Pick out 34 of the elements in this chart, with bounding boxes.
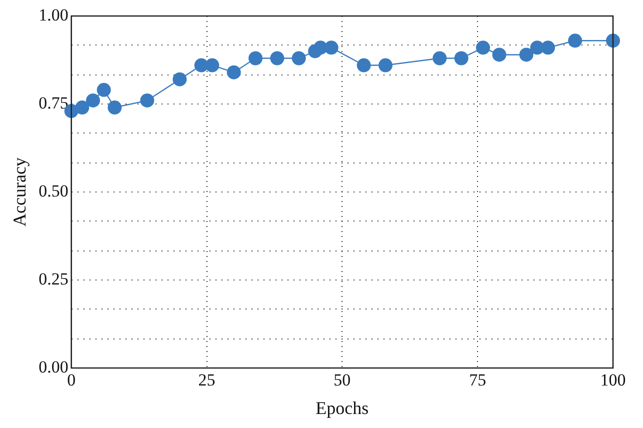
point [140, 93, 154, 108]
point [492, 48, 506, 62]
point [568, 34, 582, 48]
point [75, 100, 90, 115]
point [606, 34, 620, 48]
point [108, 100, 122, 115]
point [356, 58, 371, 72]
x-tick-label: 0 [67, 370, 76, 390]
point [86, 93, 100, 108]
x-axis-title: Epochs [316, 398, 369, 418]
point [541, 40, 555, 55]
point [519, 48, 534, 62]
point [172, 72, 187, 86]
x-tick-label: 100 [600, 370, 626, 390]
point [248, 51, 263, 66]
point [432, 51, 447, 66]
point [378, 58, 393, 72]
point [205, 58, 220, 72]
point [292, 51, 306, 66]
x-tick-label: 25 [198, 370, 216, 390]
point [96, 82, 111, 97]
x-tick-label: 75 [469, 370, 486, 390]
x-tick-label: 50 [334, 370, 351, 390]
y-tick-label: 1.00 [38, 5, 68, 24]
y-axis-title: Accuracy [10, 158, 30, 226]
point [324, 40, 338, 55]
point [226, 65, 241, 80]
point [270, 51, 284, 66]
y-tick-label: 0.00 [38, 357, 68, 376]
point [476, 40, 490, 55]
y-tick-label: 0.25 [38, 269, 68, 288]
point [454, 51, 468, 66]
y-tick-label: 0.75 [38, 93, 68, 112]
y-tick-label: 0.50 [38, 181, 68, 200]
